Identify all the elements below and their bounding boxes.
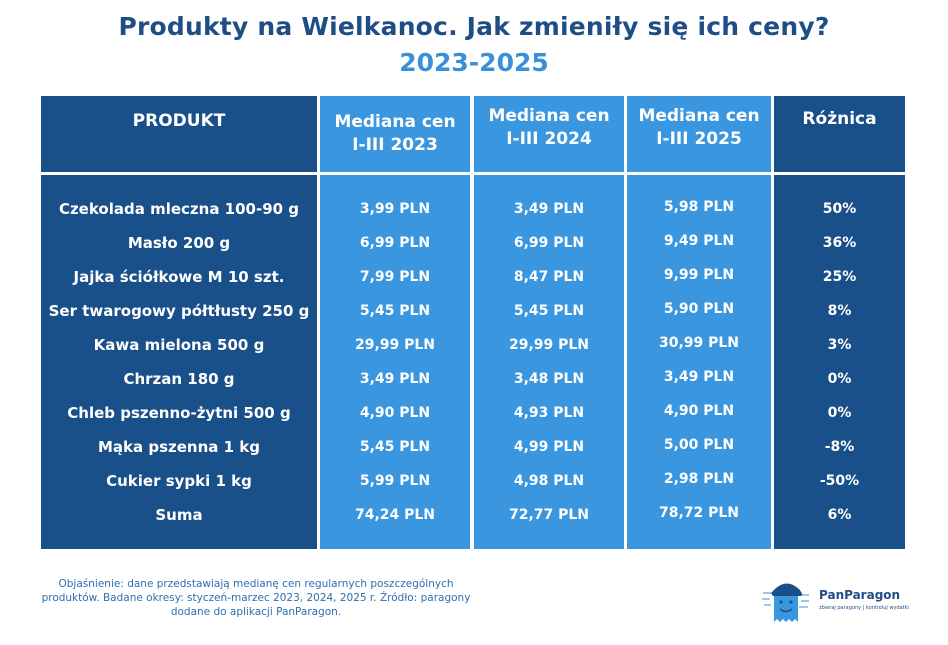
logo-name: PanParagon bbox=[819, 588, 901, 602]
table-cell-y2025: 9,99 PLN bbox=[663, 267, 735, 283]
table-cell-y2023: 3,49 PLN bbox=[359, 371, 431, 387]
table-cell-product: Mąka pszenna 1 kg bbox=[97, 438, 260, 456]
table-cell-y2024: 29,99 PLN bbox=[508, 337, 590, 353]
table-cell-y2024: 3,48 PLN bbox=[513, 371, 585, 387]
panparagon-logo: PanParagon zbieraj paragony | kontroluj … bbox=[760, 576, 910, 626]
table-cell-diff: -8% bbox=[824, 439, 855, 455]
header-divider bbox=[41, 172, 905, 175]
table-cell-product: Czekolada mleczna 100-90 g bbox=[58, 200, 300, 218]
table-cell-product: Jajka ściółkowe M 10 szt. bbox=[73, 268, 285, 286]
table-cell-y2025: 5,90 PLN bbox=[663, 301, 735, 317]
header-2025: Mediana cen I-III 2025 bbox=[638, 106, 760, 149]
table-cell-diff: 36% bbox=[822, 235, 857, 251]
table-cell-product: Ser twarogowy półtłusty 250 g bbox=[48, 302, 310, 320]
table-cell-diff: 3% bbox=[827, 337, 852, 353]
table-cell-y2023: 7,99 PLN bbox=[359, 269, 431, 285]
table-cell-y2025: 5,98 PLN bbox=[663, 199, 735, 215]
table-cell-diff: 8% bbox=[827, 303, 852, 319]
table-cell-y2025: 5,00 PLN bbox=[663, 437, 735, 453]
table-cell-y2025: 3,49 PLN bbox=[663, 369, 735, 385]
header-2023: Mediana cen I-III 2023 bbox=[334, 112, 456, 155]
table-cell-diff: 6% bbox=[827, 507, 852, 523]
table-cell-y2023: 5,45 PLN bbox=[359, 303, 431, 319]
table-cell-y2023: 29,99 PLN bbox=[354, 337, 436, 353]
table-cell-diff: -50% bbox=[819, 473, 860, 489]
table-cell-y2025: 78,72 PLN bbox=[658, 505, 740, 521]
table-cell-y2024: 4,93 PLN bbox=[513, 405, 585, 421]
logo-tagline: zbieraj paragony | kontroluj wydatki bbox=[819, 605, 909, 611]
price-table: PRODUKT Czekolada mleczna 100-90 g Masło … bbox=[41, 96, 905, 549]
page-title: Produkty na Wielkanoc. Jak zmieniły się … bbox=[118, 12, 830, 41]
footnote: Objaśnienie: dane przedstawiają medianę … bbox=[41, 578, 471, 618]
table-cell-y2023: 5,45 PLN bbox=[359, 439, 431, 455]
table-cell-y2023: 74,24 PLN bbox=[354, 507, 436, 523]
table-cell-y2023: 4,90 PLN bbox=[359, 405, 431, 421]
page-subtitle: 2023-2025 bbox=[399, 48, 549, 77]
column-2023: Mediana cen I-III 2023 3,99 PLN 6,99 PLN 7… bbox=[320, 96, 470, 549]
table-cell-diff: 0% bbox=[827, 371, 852, 387]
table-cell-y2025: 2,98 PLN bbox=[663, 471, 735, 487]
column-2024: Mediana cen I-III 2024 3,49 PLN 6,99 PLN 8… bbox=[474, 96, 624, 549]
table-cell-y2024: 4,98 PLN bbox=[513, 473, 585, 489]
table-cell-y2024: 8,47 PLN bbox=[513, 269, 585, 285]
paragon-man-icon bbox=[762, 583, 809, 622]
table-cell-y2023: 3,99 PLN bbox=[359, 201, 431, 217]
table-cell-y2023: 6,99 PLN bbox=[359, 235, 431, 251]
table-cell-y2024: 5,45 PLN bbox=[513, 303, 585, 319]
column-product: PRODUKT Czekolada mleczna 100-90 g Masło … bbox=[41, 96, 317, 549]
table-cell-product: Chrzan 180 g bbox=[123, 370, 235, 388]
table-cell-diff: 50% bbox=[822, 201, 857, 217]
table-cell-y2024: 3,49 PLN bbox=[513, 201, 585, 217]
table-cell-y2024: 72,77 PLN bbox=[508, 507, 590, 523]
table-cell-diff: 0% bbox=[827, 405, 852, 421]
table-cell-product: Kawa mielona 500 g bbox=[93, 336, 265, 354]
header-product: PRODUKT bbox=[132, 111, 226, 131]
table-cell-y2025: 4,90 PLN bbox=[663, 403, 735, 419]
table-cell-y2025: 9,49 PLN bbox=[663, 233, 735, 249]
table-cell-product: Masło 200 g bbox=[127, 234, 231, 252]
table-cell-diff: 25% bbox=[822, 269, 857, 285]
table-cell-y2024: 4,99 PLN bbox=[513, 439, 585, 455]
header-difference: Różnica bbox=[802, 109, 877, 129]
table-cell-y2023: 5,99 PLN bbox=[359, 473, 431, 489]
column-difference: Różnica 50% 36% 25% 8% 3% 0% 0% -8% -50% 6% bbox=[774, 96, 905, 549]
table-cell-product: Chleb pszenno-żytni 500 g bbox=[67, 404, 291, 422]
table-cell-y2024: 6,99 PLN bbox=[513, 235, 585, 251]
column-2025: Mediana cen I-III 2025 5,98 PLN 9,49 PLN 9… bbox=[627, 96, 771, 549]
table-cell-product: Suma bbox=[155, 506, 203, 524]
table-cell-product: Cukier sypki 1 kg bbox=[106, 472, 252, 490]
table-cell-y2025: 30,99 PLN bbox=[658, 335, 740, 351]
header-2024: Mediana cen I-III 2024 bbox=[488, 106, 610, 149]
